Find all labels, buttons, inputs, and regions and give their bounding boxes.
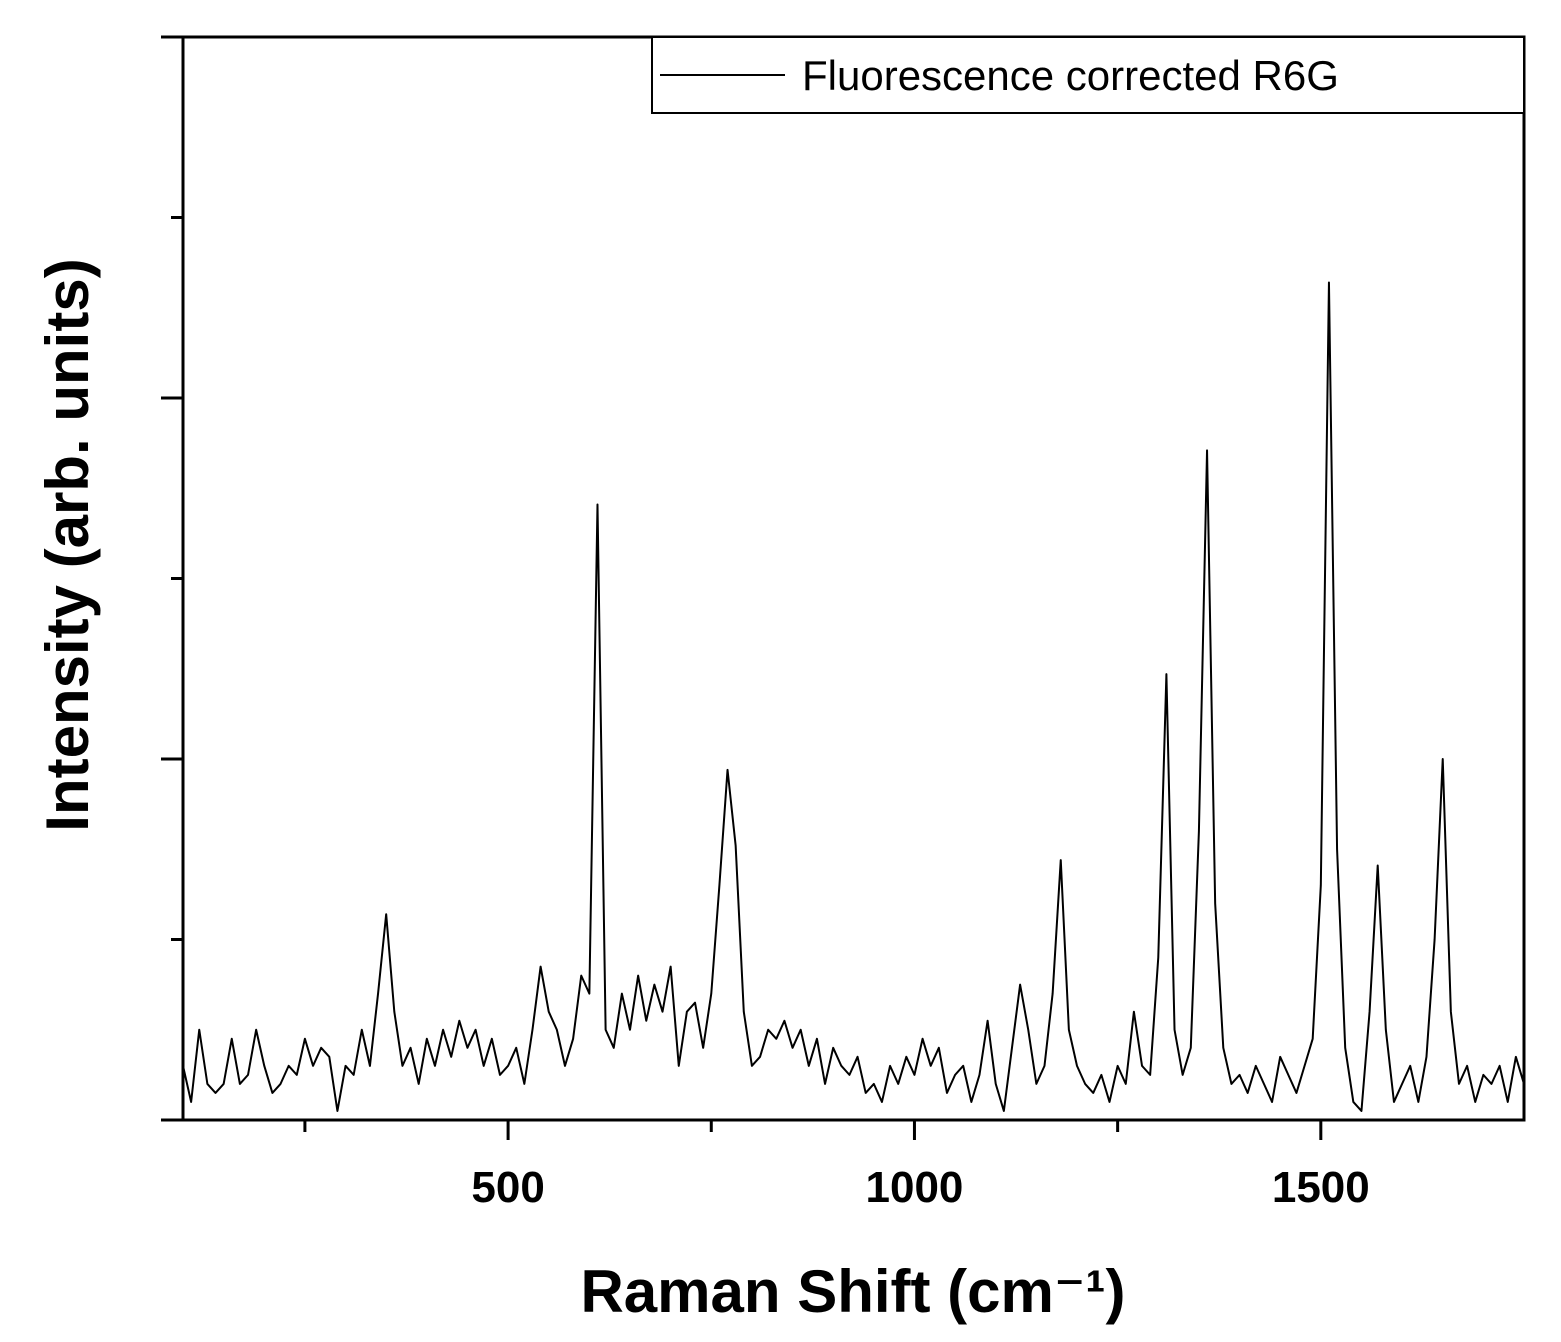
- x-tick-label: 1000: [866, 1163, 964, 1212]
- legend-label: Fluorescence corrected R6G: [802, 52, 1339, 99]
- plot-frame: [181, 35, 1526, 1122]
- spectrum-line: [182, 281, 1525, 1112]
- legend-box: [651, 36, 1525, 114]
- x-axis-label: Raman Shift (cm⁻¹): [580, 1258, 1125, 1325]
- x-tick-label: 1500: [1272, 1163, 1370, 1212]
- y-axis-label: Intensity (arb. units): [34, 258, 101, 831]
- x-tick-label: 500: [471, 1163, 544, 1212]
